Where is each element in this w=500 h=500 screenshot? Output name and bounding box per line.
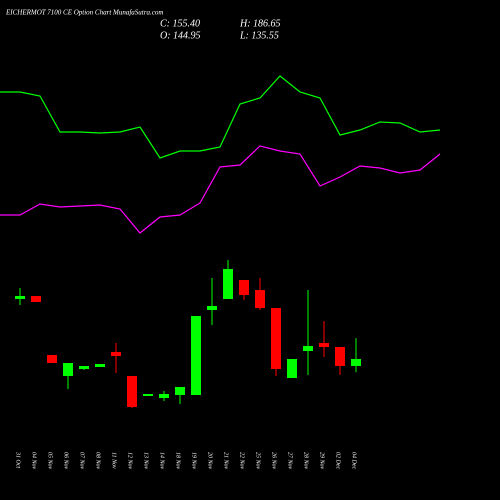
candle-body — [255, 290, 265, 308]
candle-body — [207, 306, 217, 310]
close-label: C: 155.40 — [160, 18, 200, 29]
candle-body — [111, 352, 121, 356]
candle-body — [31, 296, 41, 302]
candle-body — [143, 394, 153, 396]
x-tick-label: 26 Nov — [271, 452, 277, 470]
x-tick-label: 19 Nov — [191, 452, 197, 470]
low-label: L: 135.55 — [239, 30, 279, 41]
x-tick-label: 25 Nov — [255, 452, 261, 470]
x-tick-label: 04 Nov — [31, 452, 38, 470]
candle-body — [239, 280, 249, 295]
x-tick-label: 05 Nov — [47, 452, 53, 470]
x-tick-label: 08 Nov — [95, 452, 101, 470]
x-tick-label: 29 Nov — [319, 452, 325, 470]
candle-body — [159, 394, 169, 398]
indicator-line — [0, 75, 441, 159]
candle-body — [175, 387, 185, 395]
candle-body — [351, 359, 361, 366]
x-tick-label: 06 Nov — [63, 452, 69, 470]
open-label: O: 144.95 — [160, 30, 201, 41]
x-tick-label: 22 Nov — [239, 452, 245, 470]
candle-body — [127, 376, 137, 407]
candle-body — [47, 355, 57, 363]
high-label: H: 186.65 — [239, 18, 281, 29]
x-tick-label: 31 Oct — [15, 451, 21, 468]
candle-body — [191, 316, 201, 395]
x-tick-label: 07 Nov — [79, 452, 85, 470]
candle-body — [271, 308, 281, 369]
candle-body — [319, 343, 329, 347]
indicator-line — [0, 145, 441, 234]
x-tick-label: 27 Nov — [287, 452, 293, 470]
candle-body — [335, 347, 345, 366]
x-tick-label: 13 Nov — [143, 452, 149, 470]
candle-body — [95, 364, 105, 367]
x-tick-label: 18 Nov — [175, 452, 181, 470]
x-tick-label: 11 Nov — [111, 452, 117, 469]
x-tick-label: 02 Dec — [335, 452, 341, 469]
candle-body — [15, 296, 25, 299]
candle-body — [79, 366, 89, 369]
chart-title: EICHERMOT 7100 CE Option Chart MunafaSut… — [5, 9, 163, 17]
x-tick-label: 20 Nov — [207, 452, 213, 470]
x-tick-label: 04 Dec — [351, 452, 358, 469]
x-tick-label: 14 Nov — [159, 452, 166, 470]
x-tick-label: 12 Nov — [127, 452, 133, 470]
candle-body — [223, 269, 233, 299]
candle-body — [63, 363, 73, 376]
x-tick-label: 21 Nov — [223, 452, 229, 470]
x-tick-label: 28 Nov — [303, 452, 309, 470]
candle-body — [287, 359, 297, 378]
candle-body — [303, 346, 313, 351]
